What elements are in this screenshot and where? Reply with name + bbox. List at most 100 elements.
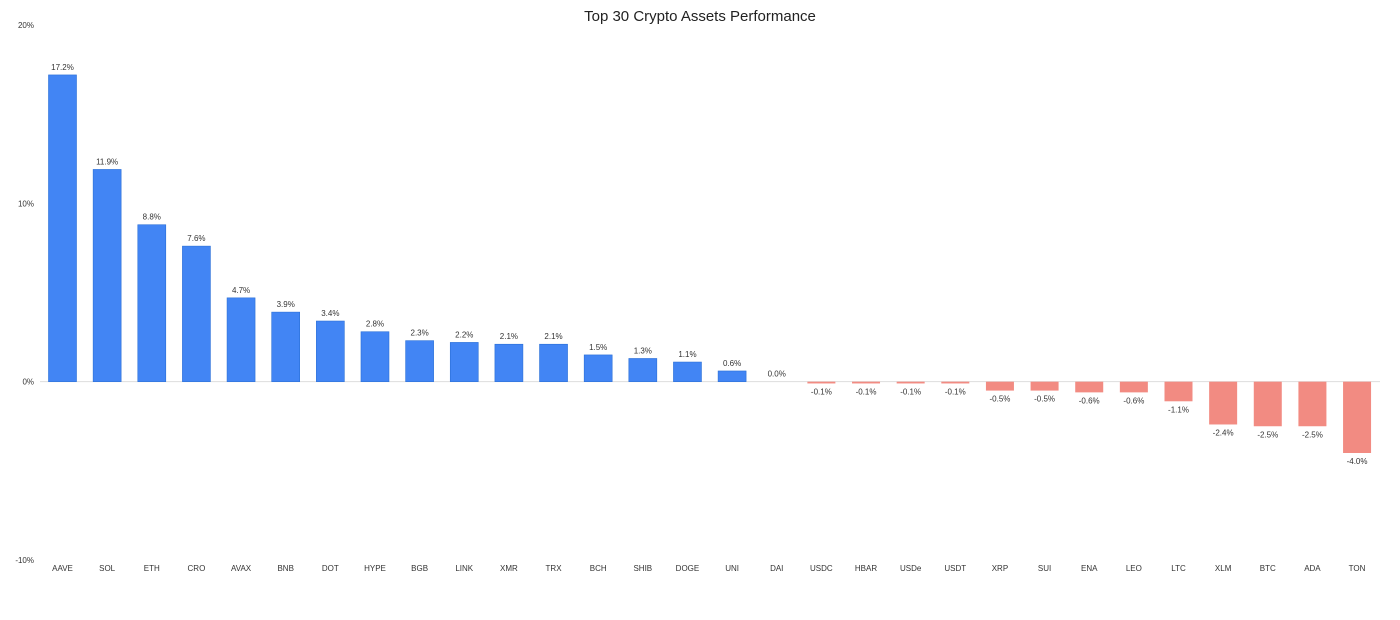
x-tick-label: DOT bbox=[322, 564, 339, 573]
bar-ena bbox=[1075, 381, 1104, 393]
bar-doge bbox=[673, 361, 702, 382]
bar-bch bbox=[583, 354, 613, 382]
bar-avax bbox=[226, 297, 256, 382]
data-label: 2.1% bbox=[500, 332, 518, 341]
x-tick-label: XLM bbox=[1215, 564, 1232, 573]
x-tick-label: AVAX bbox=[231, 564, 252, 573]
data-label: 2.8% bbox=[366, 320, 384, 329]
bar-eth bbox=[137, 224, 167, 382]
bar-xmr bbox=[494, 343, 524, 382]
data-label: -0.6% bbox=[1123, 396, 1144, 405]
x-tick-label: LEO bbox=[1126, 564, 1142, 573]
x-tick-label: USDe bbox=[900, 564, 922, 573]
data-label: -1.1% bbox=[1168, 405, 1189, 414]
data-label: -0.1% bbox=[900, 387, 921, 396]
data-label: -2.5% bbox=[1257, 430, 1278, 439]
y-axis: 20% 10% 0% -10% bbox=[15, 21, 34, 565]
bar-leo bbox=[1119, 381, 1148, 393]
x-tick-label: ENA bbox=[1081, 564, 1098, 573]
bar-aave bbox=[48, 74, 77, 382]
data-label: 0.0% bbox=[768, 370, 786, 379]
y-tick-label: 0% bbox=[22, 378, 34, 387]
bar-ada bbox=[1298, 381, 1327, 427]
x-axis: AAVE SOL ETH CRO AVAX BNB DOT HYPE BGB LINK XMR TRX… bbox=[52, 564, 1366, 573]
data-label: -2.5% bbox=[1302, 430, 1323, 439]
x-tick-label: SOL bbox=[99, 564, 116, 573]
x-tick-label: BTC bbox=[1260, 564, 1276, 573]
data-label: -0.1% bbox=[811, 387, 832, 396]
x-tick-label: CRO bbox=[188, 564, 206, 573]
bar-sol bbox=[92, 169, 122, 382]
data-label: 8.8% bbox=[143, 213, 161, 222]
x-tick-label: SUI bbox=[1038, 564, 1051, 573]
chart-title: Top 30 Crypto Assets Performance bbox=[584, 8, 816, 25]
x-tick-label: ADA bbox=[1304, 564, 1321, 573]
data-label: 2.1% bbox=[544, 332, 562, 341]
bar-bnb bbox=[271, 311, 301, 382]
x-tick-label: TRX bbox=[546, 564, 563, 573]
bar-usdt bbox=[941, 381, 970, 384]
bar-uni bbox=[717, 370, 747, 382]
bar-xrp bbox=[985, 381, 1014, 391]
data-label: -0.6% bbox=[1079, 396, 1100, 405]
x-tick-label: LTC bbox=[1171, 564, 1186, 573]
data-label: 1.3% bbox=[634, 346, 652, 355]
x-tick-label: AAVE bbox=[52, 564, 73, 573]
y-tick-label: 10% bbox=[18, 199, 34, 208]
x-tick-label: USDC bbox=[810, 564, 833, 573]
data-label: 4.7% bbox=[232, 286, 250, 295]
data-label: 3.9% bbox=[277, 300, 295, 309]
x-tick-label: TON bbox=[1349, 564, 1366, 573]
data-label: 0.6% bbox=[723, 359, 741, 368]
bar-xlm bbox=[1209, 381, 1238, 425]
bar-usde bbox=[896, 381, 925, 384]
x-tick-label: UNI bbox=[725, 564, 739, 573]
bar-usdc bbox=[807, 381, 836, 384]
data-label: 1.5% bbox=[589, 343, 607, 352]
bar-bgb bbox=[405, 340, 434, 382]
data-label: -0.1% bbox=[856, 387, 877, 396]
bar-link bbox=[449, 342, 479, 382]
bars-group bbox=[48, 74, 1372, 453]
y-tick-label: 20% bbox=[18, 21, 34, 30]
bar-btc bbox=[1253, 381, 1282, 427]
x-tick-label: LINK bbox=[455, 564, 473, 573]
data-label: 2.3% bbox=[411, 329, 429, 338]
x-tick-label: BCH bbox=[590, 564, 607, 573]
x-tick-label: HBAR bbox=[855, 564, 877, 573]
data-label: 2.2% bbox=[455, 330, 473, 339]
x-tick-label: USDT bbox=[944, 564, 966, 573]
x-tick-label: DAI bbox=[770, 564, 783, 573]
bar-ltc bbox=[1164, 381, 1193, 402]
bar-hbar bbox=[852, 381, 881, 384]
data-label: -4.0% bbox=[1347, 457, 1368, 466]
data-label: 11.9% bbox=[96, 157, 118, 166]
x-tick-label: ETH bbox=[144, 564, 160, 573]
data-label: 3.4% bbox=[321, 309, 339, 318]
bar-shib bbox=[628, 358, 658, 382]
x-tick-label: HYPE bbox=[364, 564, 386, 573]
data-label: 7.6% bbox=[187, 234, 205, 243]
bar-hype bbox=[360, 331, 390, 382]
bar-dot bbox=[316, 320, 345, 382]
data-labels-group: 17.2% 11.9% 8.8% 7.6% 4.7% 3.9% 3.4% 2.8% 2.3% 2.… bbox=[51, 63, 1367, 466]
bar-sui bbox=[1030, 381, 1059, 391]
bar-ton bbox=[1343, 381, 1372, 453]
data-label: -0.5% bbox=[1034, 395, 1055, 404]
x-tick-label: XMR bbox=[500, 564, 518, 573]
data-label: 1.1% bbox=[678, 350, 696, 359]
x-tick-label: SHIB bbox=[633, 564, 652, 573]
data-label: -0.5% bbox=[989, 395, 1010, 404]
data-label: 17.2% bbox=[51, 63, 74, 72]
data-label: -2.4% bbox=[1213, 428, 1234, 437]
x-tick-label: BGB bbox=[411, 564, 428, 573]
x-tick-label: XRP bbox=[992, 564, 1008, 573]
data-label: -0.1% bbox=[945, 387, 966, 396]
bar-cro bbox=[182, 245, 211, 382]
bar-trx bbox=[539, 343, 568, 382]
y-tick-label: -10% bbox=[15, 556, 34, 565]
x-tick-label: BNB bbox=[277, 564, 293, 573]
x-tick-label: DOGE bbox=[676, 564, 700, 573]
